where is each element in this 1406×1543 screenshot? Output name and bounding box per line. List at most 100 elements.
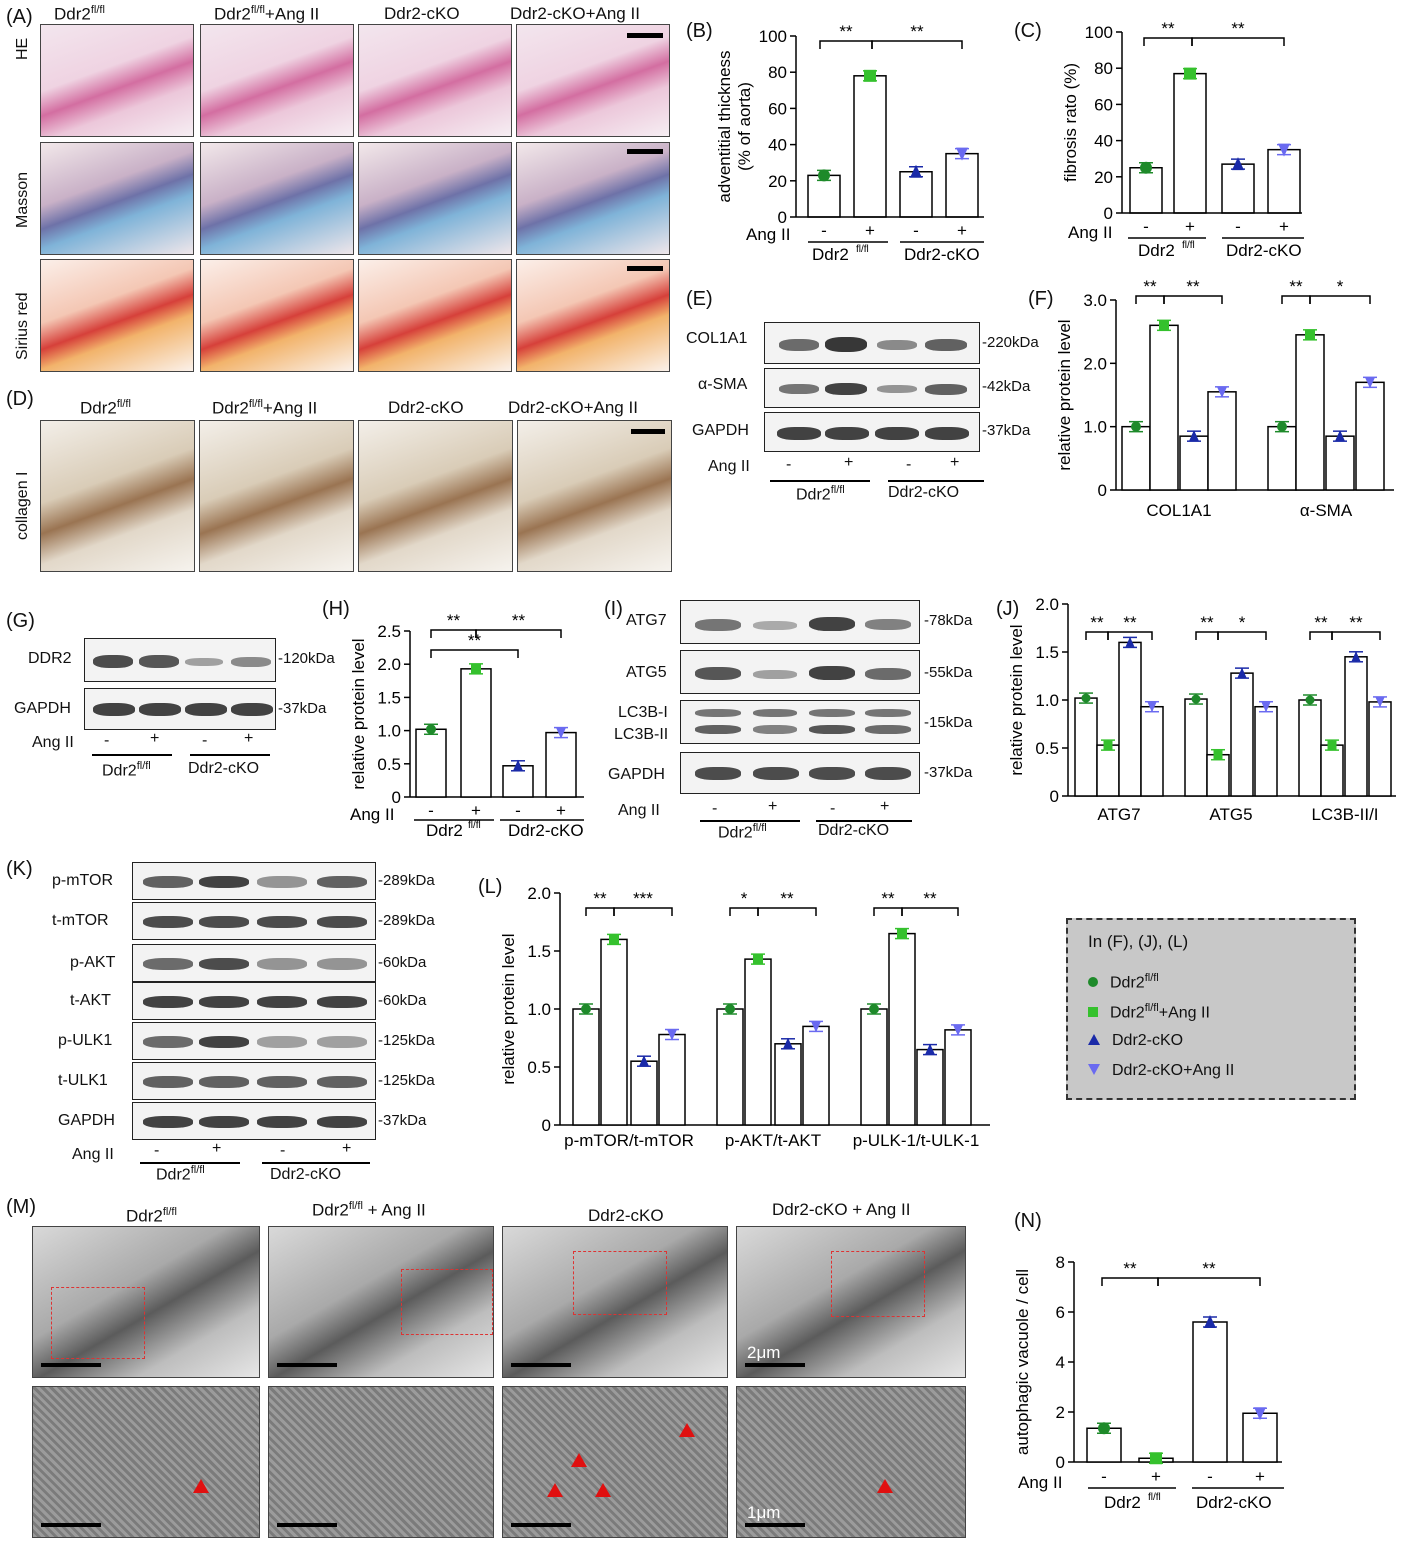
bar (1184, 698, 1208, 797)
blot-band (143, 916, 193, 928)
blot-band (143, 1036, 193, 1048)
angii-sign: + (471, 801, 481, 820)
blot-band (317, 996, 367, 1008)
bar (1254, 705, 1278, 797)
e-kda-1: -220kDa (982, 334, 1039, 351)
bar (1242, 1412, 1278, 1463)
bar (1230, 672, 1254, 797)
col-header-wt-ang: Ddr2fl/fl+Ang II (214, 4, 320, 24)
g-angii-label: Ang II (32, 734, 74, 751)
blot-i-gapdh (680, 752, 920, 794)
blot-band (199, 916, 249, 928)
group-label-cko: Ddr2-cKO (1226, 241, 1302, 260)
group-label-wt: Ddr2 (812, 245, 849, 264)
data-point (1204, 1315, 1216, 1328)
y-tick-label: 4 (1056, 1353, 1065, 1372)
y-tick-label: 1.5 (527, 942, 551, 961)
i-group-wt: Ddr2fl/fl (718, 822, 767, 842)
m-header-cko: Ddr2-cKO (588, 1206, 664, 1225)
e-kda-2: -42kDa (982, 378, 1031, 395)
angii-sign: - (428, 801, 434, 820)
blot-e-gapdh (764, 412, 980, 452)
y-tick-label: 1.5 (377, 688, 401, 707)
panel-label-a: (A) (6, 6, 33, 28)
significance-bracket (1085, 631, 1109, 640)
e-kda-3: -37kDa (982, 422, 1031, 439)
k-label-p-akt: p-AKT (70, 954, 116, 971)
arrowhead-icon (595, 1483, 611, 1497)
data-point (864, 69, 876, 82)
k-kda-0: -289kDa (378, 872, 435, 889)
data-point (1254, 1407, 1266, 1421)
arrowhead-icon (547, 1483, 563, 1497)
k-label-p-ulk1: p-ULK1 (58, 1032, 113, 1049)
masson-image-cko (358, 142, 512, 255)
significance-label: ** (780, 889, 794, 908)
g-minus-2: - (202, 732, 208, 749)
category-label: p-AKT/t-AKT (725, 1131, 821, 1150)
significance-bracket (1217, 631, 1267, 640)
significance-label: ** (1349, 613, 1363, 632)
collagen-image-wt-ang (199, 420, 354, 572)
data-point (1131, 421, 1141, 432)
significance-bracket (475, 629, 562, 638)
y-axis-label: (% of aorta) (735, 82, 754, 171)
y-tick-label: 2.0 (1035, 595, 1059, 614)
panel-label-m: (M) (6, 1196, 36, 1218)
blot-i-lc3b (680, 700, 920, 744)
tem-bottom-cko (502, 1386, 728, 1538)
significance-label: ** (468, 631, 482, 650)
blot-k-p-akt (132, 944, 376, 982)
data-point (1232, 157, 1244, 171)
significance-bracket (1309, 631, 1333, 640)
significance-label: * (1239, 613, 1246, 632)
significance-bracket (585, 907, 615, 916)
i-label-gapdh: GAPDH (608, 766, 665, 783)
y-tick-label: 1.0 (527, 1000, 551, 1019)
significance-label: ** (1143, 277, 1157, 296)
e-minus-2: - (906, 456, 912, 473)
k-group-line-1 (140, 1162, 240, 1164)
e-group-cko: Ddr2-cKO (888, 484, 960, 501)
y-tick-label: 1.0 (377, 722, 401, 741)
significance-bracket (819, 40, 873, 49)
significance-bracket (901, 907, 959, 916)
blot-band (317, 1116, 367, 1128)
i-minus-1: - (712, 800, 718, 817)
i-group-line-2 (816, 820, 912, 822)
bar (460, 668, 492, 798)
y-tick-label: 8 (1056, 1253, 1065, 1272)
k-label-t-akt: t-AKT (70, 992, 111, 1009)
y-axis-label: relative protein level (349, 638, 368, 789)
y-tick-label: 0 (1050, 787, 1059, 806)
bar (1149, 324, 1179, 491)
y-tick-label: 0 (1056, 1453, 1065, 1472)
zoom-box (401, 1269, 493, 1335)
significance-label: ** (447, 611, 461, 630)
blot-k-p-mtor (132, 862, 376, 900)
blot-g-gapdh (84, 688, 276, 730)
data-point (1335, 430, 1345, 442)
data-point (1261, 702, 1271, 713)
legend-marker-circle (1088, 977, 1098, 988)
data-point (783, 1037, 793, 1049)
bar (545, 731, 577, 798)
data-point (925, 1043, 935, 1055)
blot-i-atg7 (680, 600, 920, 644)
e-group-line-2 (888, 480, 984, 482)
category-label: COL1A1 (1146, 501, 1211, 520)
bar (774, 1043, 802, 1126)
y-tick-label: 2 (1056, 1403, 1065, 1422)
e-group-line-1 (770, 480, 870, 482)
y-tick-label: 3.0 (1083, 291, 1107, 310)
e-label-gapdh: GAPDH (692, 422, 749, 439)
group-label-cko: Ddr2-cKO (508, 821, 584, 840)
he-image-cko (358, 24, 512, 137)
data-point (956, 147, 968, 161)
m-header-cko-ang: Ddr2-cKO + Ang II (772, 1200, 911, 1219)
y-tick-label: 20 (768, 172, 787, 191)
scale-bar (627, 266, 663, 271)
significance-label: ** (923, 889, 937, 908)
k-kda-1: -289kDa (378, 912, 435, 929)
k-group-line-2 (262, 1162, 370, 1164)
